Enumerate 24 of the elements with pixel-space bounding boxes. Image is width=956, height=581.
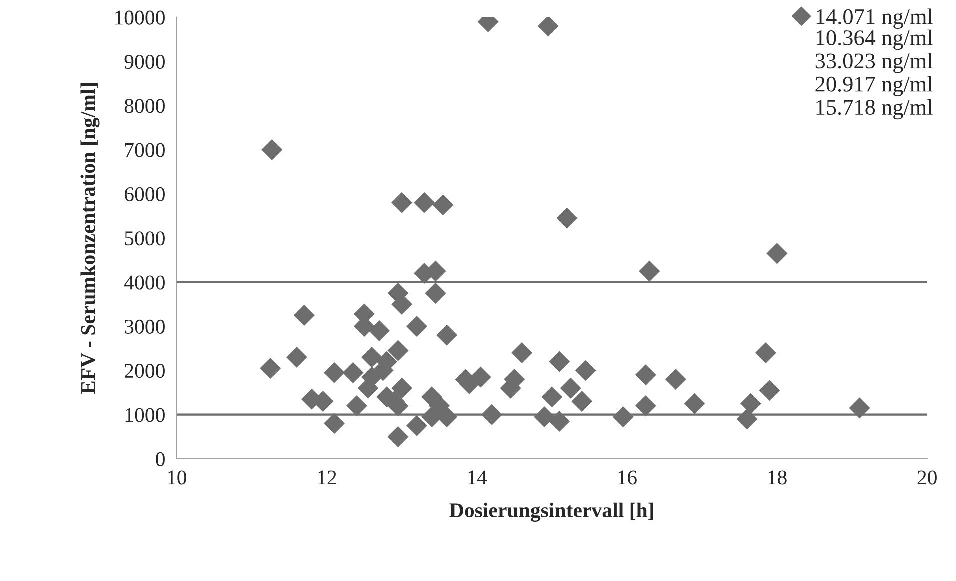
y-tick-label: 10000: [116, 10, 165, 25]
x-tick-label: 12: [318, 470, 336, 485]
annotation: 20.917 ng/ml: [816, 76, 933, 96]
y-tick-label: 3000: [125, 320, 165, 334]
y-tick-label: 0: [156, 452, 165, 466]
annotation: 15.718 ng/ml: [816, 99, 933, 120]
y-tick-label: 7000: [125, 143, 165, 158]
y-tick-label: 8000: [124, 99, 165, 114]
y-axis-title: EFV - Serumkonzentration [ng/ml]: [80, 83, 100, 394]
y-tick-label: 5000: [125, 232, 165, 246]
x-tick-label: 18: [768, 470, 787, 485]
y-tick-label: 6000: [124, 187, 165, 202]
x-tick-label: 16: [618, 470, 637, 485]
y-tick-label: 2000: [124, 364, 165, 378]
x-tick-label: 14: [468, 470, 488, 485]
annotation: 10.364 ng/ml: [816, 30, 933, 50]
legend-label: 14.071 ng/ml: [816, 8, 933, 30]
y-tick-label: 4000: [124, 276, 165, 290]
x-tick-label: 20: [918, 470, 937, 485]
y-tick-label: 9000: [124, 54, 165, 70]
x-axis-title: Dosierungsintervall [h]: [450, 502, 654, 522]
y-tick-label: 1000: [126, 408, 165, 422]
annotation: 33.023 ng/ml: [816, 53, 933, 74]
x-tick-label: 10: [168, 470, 186, 485]
